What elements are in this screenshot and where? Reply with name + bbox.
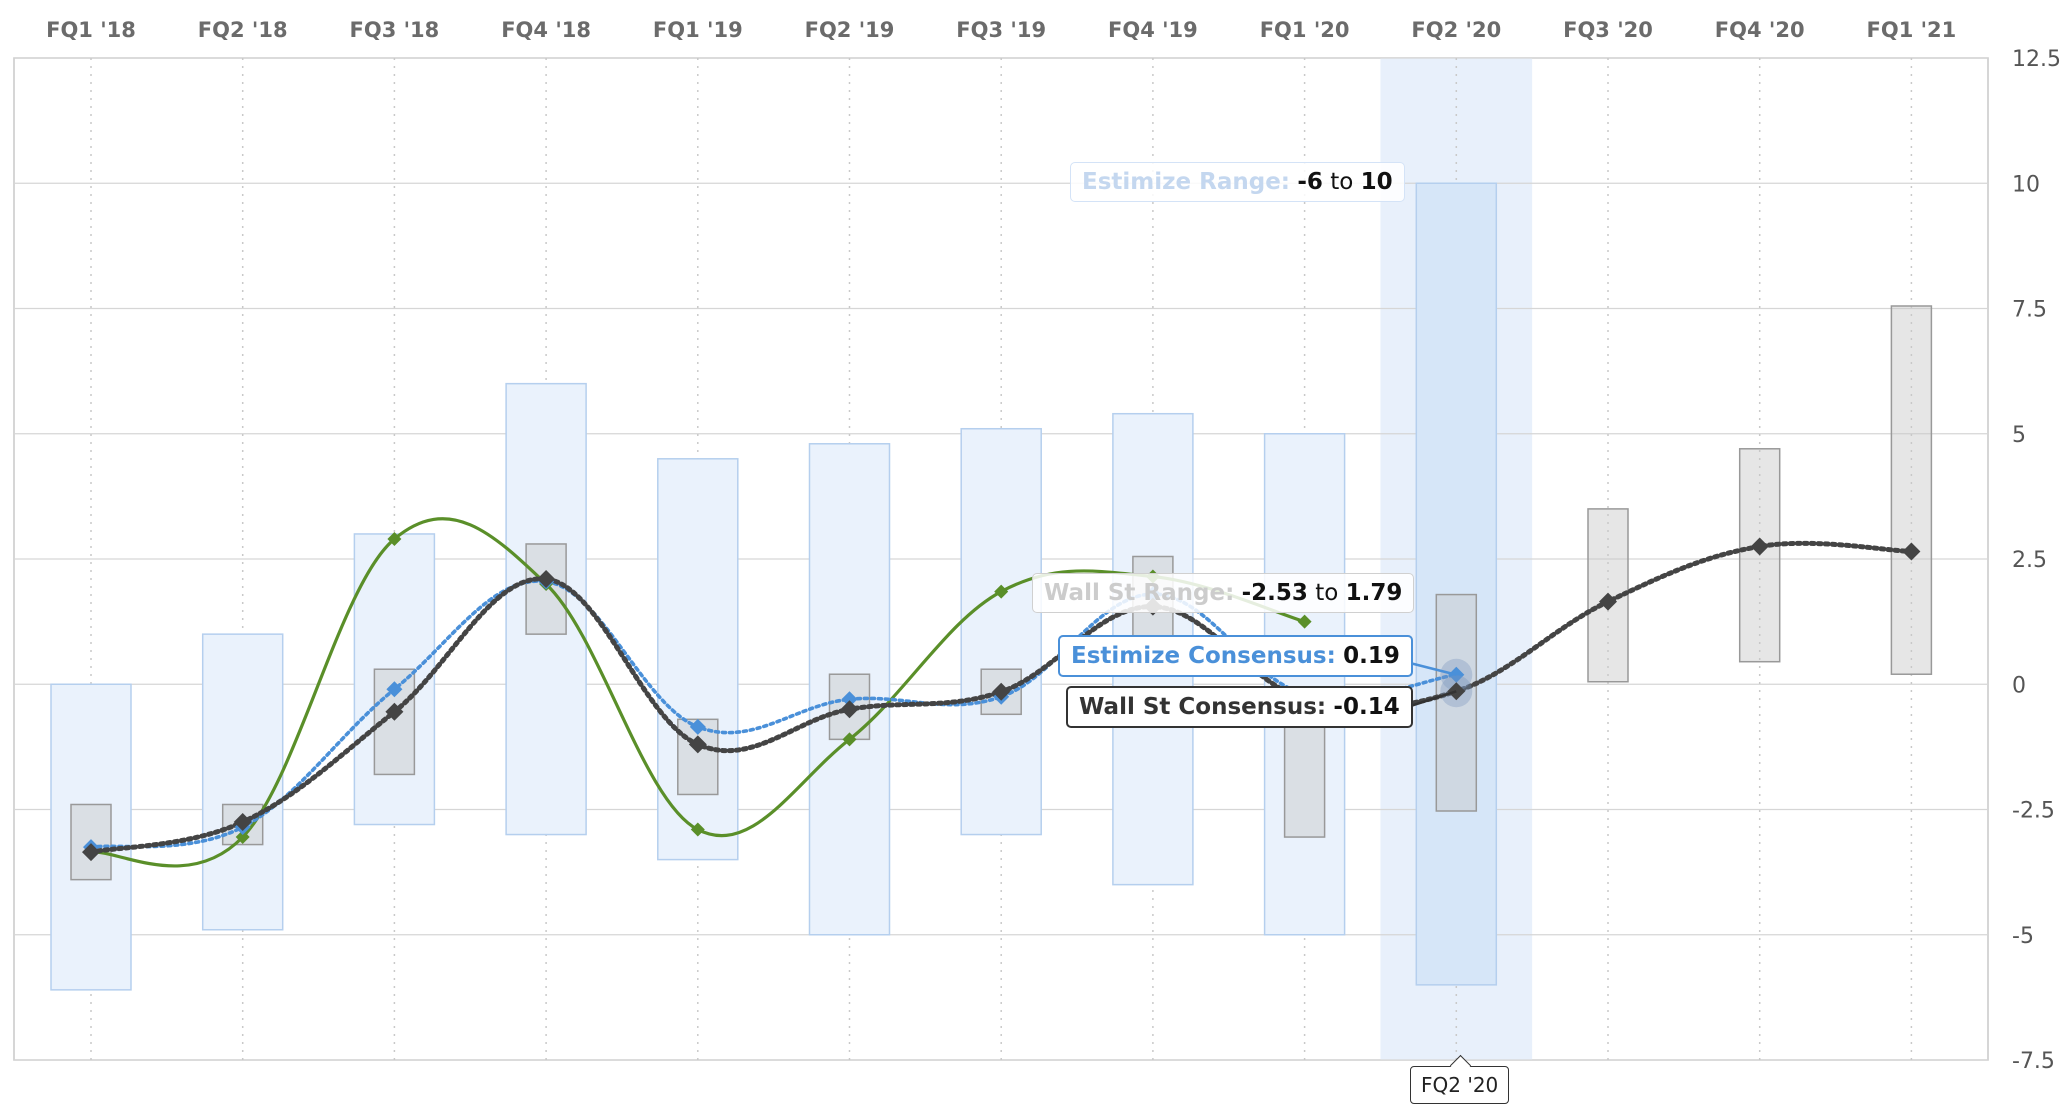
wallst-consensus-point bbox=[385, 702, 404, 721]
x-tick-label: FQ2 '18 bbox=[198, 18, 288, 42]
wallst-consensus-point bbox=[1599, 592, 1617, 611]
x-axis-hover-flag: FQ2 '20 bbox=[1410, 1066, 1510, 1104]
tooltip-estimize-range-label: Estimize Range bbox=[1082, 169, 1281, 195]
tooltip-wallst-range-low: -2.53 bbox=[1241, 580, 1308, 606]
x-tick-label: FQ3 '18 bbox=[350, 18, 440, 42]
estimize-consensus-line bbox=[89, 579, 1459, 849]
actual-point bbox=[1297, 614, 1312, 629]
tooltip-estimize-consensus: Estimize Consensus: 0.19 bbox=[1058, 635, 1413, 677]
x-tick-label: FQ2 '20 bbox=[1411, 18, 1501, 42]
wallst-range-box bbox=[1435, 593, 1478, 812]
x-axis-labels: FQ1 '18 FQ2 '18 FQ3 '18 FQ4 '18 FQ1 '19 FQ2 '… bbox=[46, 18, 1956, 42]
actual-point bbox=[387, 531, 402, 546]
actual-point bbox=[690, 822, 705, 837]
y-tick-label: -5 bbox=[2012, 924, 2034, 949]
tooltip-wallst-consensus-value: -0.14 bbox=[1333, 694, 1400, 720]
y-tick-label: -7.5 bbox=[2012, 1049, 2055, 1074]
tooltip-estimize-range-sep: to bbox=[1330, 169, 1354, 195]
tooltip-wallst-range: Wall St Range: -2.53 to 1.79 bbox=[1032, 573, 1415, 613]
estimize-consensus-point bbox=[386, 681, 403, 698]
y-tick-label: 2.5 bbox=[2012, 548, 2047, 573]
x-tick-label: FQ3 '19 bbox=[956, 18, 1046, 42]
y-tick-label: 7.5 bbox=[2012, 298, 2047, 323]
y-tick-label: 12.5 bbox=[2012, 47, 2061, 72]
actual-line bbox=[89, 517, 1307, 868]
x-tick-label: FQ2 '19 bbox=[805, 18, 895, 42]
wallst-consensus-point bbox=[840, 700, 859, 719]
wallst-consensus-point bbox=[537, 570, 556, 589]
estimize-consensus-point bbox=[689, 718, 706, 735]
estimize-range-box bbox=[1263, 433, 1346, 936]
tooltip-estimize-range: Estimize Range: -6 to 10 bbox=[1070, 162, 1405, 202]
tooltip-wallst-consensus: Wall St Consensus: -0.14 bbox=[1066, 686, 1413, 728]
estimize-range-box bbox=[353, 533, 436, 826]
estimize-range-box bbox=[1415, 182, 1498, 986]
y-tick-label: -2.5 bbox=[2012, 799, 2055, 824]
y-tick-label: 0 bbox=[2012, 673, 2026, 698]
tooltip-estimize-consensus-value: 0.19 bbox=[1343, 643, 1400, 669]
estimize-range-box bbox=[657, 458, 739, 861]
x-tick-label: FQ1 '19 bbox=[653, 18, 743, 42]
y-tick-label: 5 bbox=[2012, 423, 2026, 448]
estimize-range-box bbox=[960, 427, 1042, 836]
estimize-range-box bbox=[505, 382, 587, 836]
x-tick-label: FQ1 '20 bbox=[1260, 18, 1350, 42]
tooltip-estimize-consensus-label: Estimize Consensus bbox=[1071, 643, 1327, 669]
tooltip-estimize-range-high: 10 bbox=[1360, 169, 1393, 195]
wallst-range-box bbox=[1890, 305, 1933, 675]
wallst-consensus-point bbox=[233, 813, 252, 832]
estimize-range-boxes bbox=[50, 182, 1498, 991]
tooltip-wallst-consensus-label: Wall St Consensus bbox=[1079, 694, 1317, 720]
estimize-range-box bbox=[808, 443, 891, 936]
x-tick-label: FQ1 '18 bbox=[46, 18, 136, 42]
wallst-consensus-point bbox=[82, 843, 100, 862]
actual-point bbox=[842, 732, 857, 747]
x-tick-label: FQ1 '21 bbox=[1867, 18, 1957, 42]
actual-point bbox=[235, 830, 250, 845]
actual-point bbox=[994, 584, 1009, 599]
tooltip-wallst-range-label: Wall St Range bbox=[1044, 580, 1226, 606]
y-tick-label: 10 bbox=[2012, 172, 2040, 197]
tooltip-wallst-range-high: 1.79 bbox=[1345, 580, 1403, 606]
x-tick-label: FQ4 '19 bbox=[1108, 18, 1198, 42]
wallst-consensus-point bbox=[688, 735, 707, 754]
x-tick-label: FQ3 '20 bbox=[1563, 18, 1653, 42]
wallst-consensus-point bbox=[1750, 537, 1769, 556]
tooltip-wallst-range-sep: to bbox=[1315, 580, 1339, 606]
estimize-range-box bbox=[50, 683, 132, 991]
tooltip-estimize-range-low: -6 bbox=[1297, 169, 1323, 195]
wallst-consensus-point bbox=[992, 682, 1011, 701]
x-tick-label: FQ4 '18 bbox=[501, 18, 591, 42]
wallst-consensus-point bbox=[1902, 542, 1921, 561]
x-tick-label: FQ4 '20 bbox=[1715, 18, 1805, 42]
y-axis-labels: 12.5 10 7.5 5 2.5 0 -2.5 -5 -7.5 bbox=[2012, 47, 2061, 1074]
estimize-consensus-point bbox=[841, 691, 858, 708]
estimize-range-box bbox=[201, 633, 284, 931]
